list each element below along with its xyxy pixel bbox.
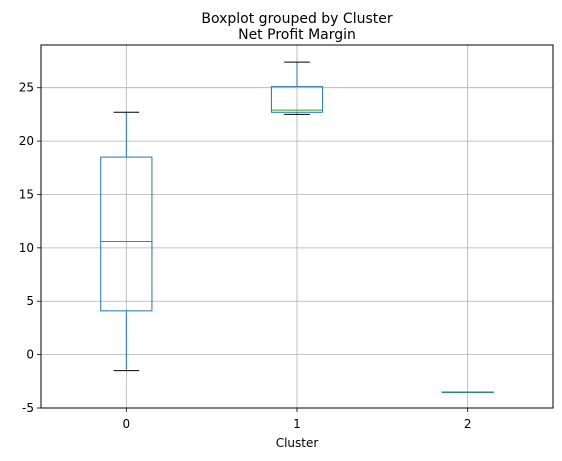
y-tick-label: 15 [19, 187, 34, 201]
grid-lines [41, 45, 553, 409]
box-series [100, 61, 494, 393]
y-tick-label: 0 [26, 348, 34, 362]
iqr-box [100, 156, 153, 312]
y-tick-label: 10 [19, 241, 34, 255]
iqr-box [270, 86, 324, 113]
box-cluster-0 [100, 111, 153, 372]
x-axis-ticks: 0 1 2 [123, 408, 472, 431]
y-tick-label: 25 [19, 81, 34, 95]
x-tick-label: 2 [464, 417, 472, 431]
y-tick-label: -5 [22, 401, 34, 415]
box-cluster-1 [270, 61, 324, 115]
y-tick-label: 5 [26, 294, 34, 308]
x-tick-label: 0 [123, 417, 131, 431]
plot-frame [40, 44, 554, 409]
x-axis-label: Cluster [276, 436, 319, 450]
chart-title: Net Profit Margin [238, 27, 356, 43]
box-cluster-2 [441, 391, 494, 393]
chart-suptitle: Boxplot grouped by Cluster [201, 11, 392, 27]
y-tick-label: 20 [19, 134, 34, 148]
y-axis-ticks: -5 0 5 10 15 20 25 [19, 81, 41, 415]
x-tick-label: 1 [293, 417, 301, 431]
